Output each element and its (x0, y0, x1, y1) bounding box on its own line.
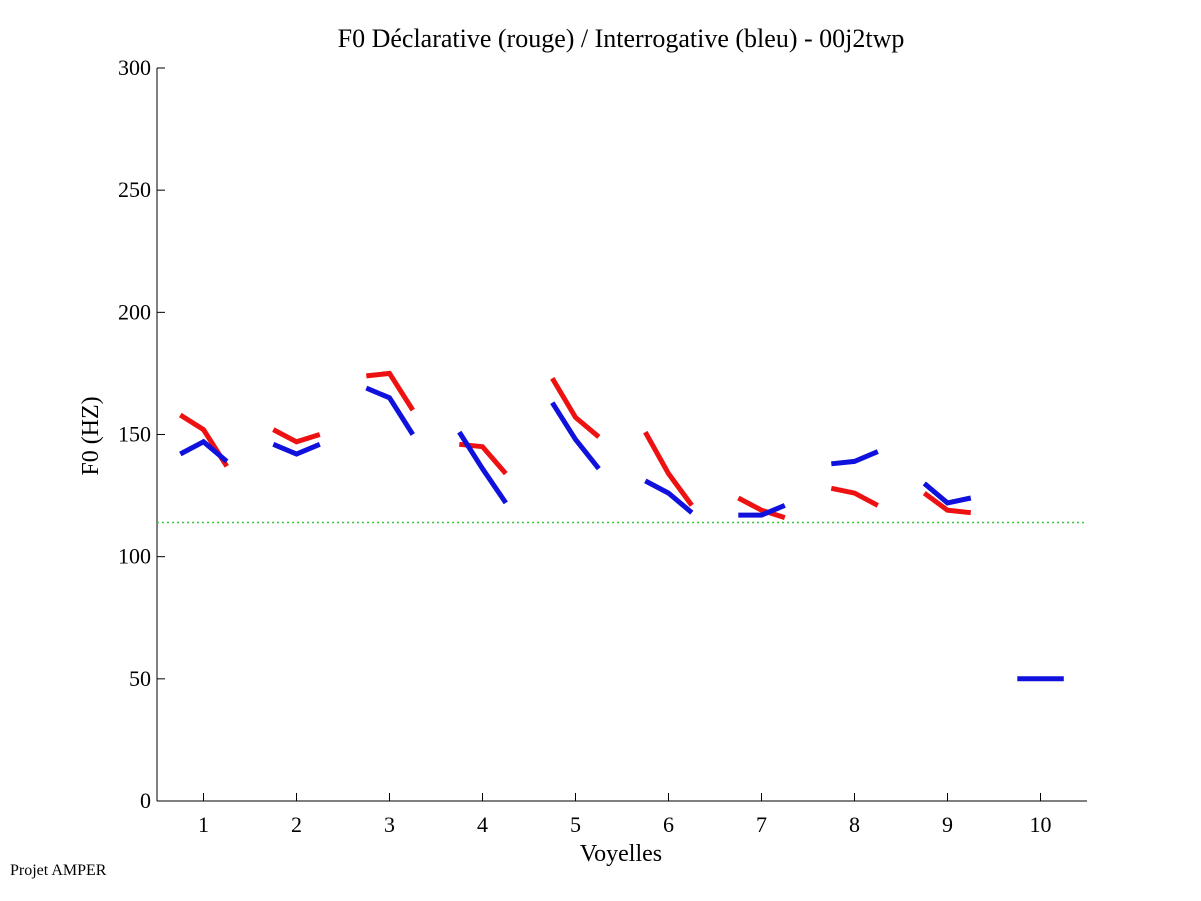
interrogative-series-line-8 (831, 449, 879, 467)
x-tick-label: 5 (570, 812, 581, 837)
y-tick-label: 50 (129, 666, 151, 691)
x-tick-label: 3 (384, 812, 395, 837)
declarative-series-line-3 (366, 370, 415, 412)
x-tick-label: 9 (942, 812, 953, 837)
x-tick-label: 10 (1030, 812, 1052, 837)
interrogative-series-line-6 (644, 478, 694, 515)
declarative-series-line-6 (643, 430, 694, 507)
y-tick-label: 250 (118, 177, 151, 202)
x-tick-label: 2 (291, 812, 302, 837)
interrogative-series-line-1 (179, 438, 229, 464)
declarative-series-line-5 (550, 377, 601, 439)
y-tick-label: 300 (118, 55, 151, 80)
x-tick-label: 8 (849, 812, 860, 837)
declarative-series-line-9 (922, 491, 972, 516)
chart-title: F0 Déclarative (rouge) / Interrogative (… (338, 24, 905, 53)
x-tick-label: 4 (477, 812, 488, 837)
x-axis-label: Voyelles (580, 841, 662, 867)
y-tick-label: 100 (118, 544, 151, 569)
declarative-series-line-8 (830, 485, 879, 508)
interrogative-series-line-5 (550, 401, 601, 471)
declarative-series-line-2 (272, 427, 321, 445)
declarative-series-line-7 (737, 495, 786, 520)
plot-area: 0 50 100 150 200 250 300 1 2 3 4 5 6 7 8 9 10 (118, 55, 1087, 837)
x-tick-label: 6 (663, 812, 674, 837)
interrogative-series-line-9 (922, 481, 972, 506)
x-tick-label: 1 (198, 812, 209, 837)
interrogative-series-line-2 (272, 441, 321, 457)
footer-credit: Projet AMPER (10, 862, 107, 879)
y-axis-label: F0 (HZ) (78, 396, 104, 475)
interrogative-series-line-3 (365, 385, 415, 436)
x-tick-label: 7 (756, 812, 767, 837)
y-tick-label: 200 (118, 299, 151, 324)
interrogative-series-line-4 (457, 430, 508, 505)
y-tick-label: 150 (118, 422, 151, 447)
y-tick-label: 0 (140, 788, 151, 813)
interrogative-series-line-7 (738, 503, 786, 518)
